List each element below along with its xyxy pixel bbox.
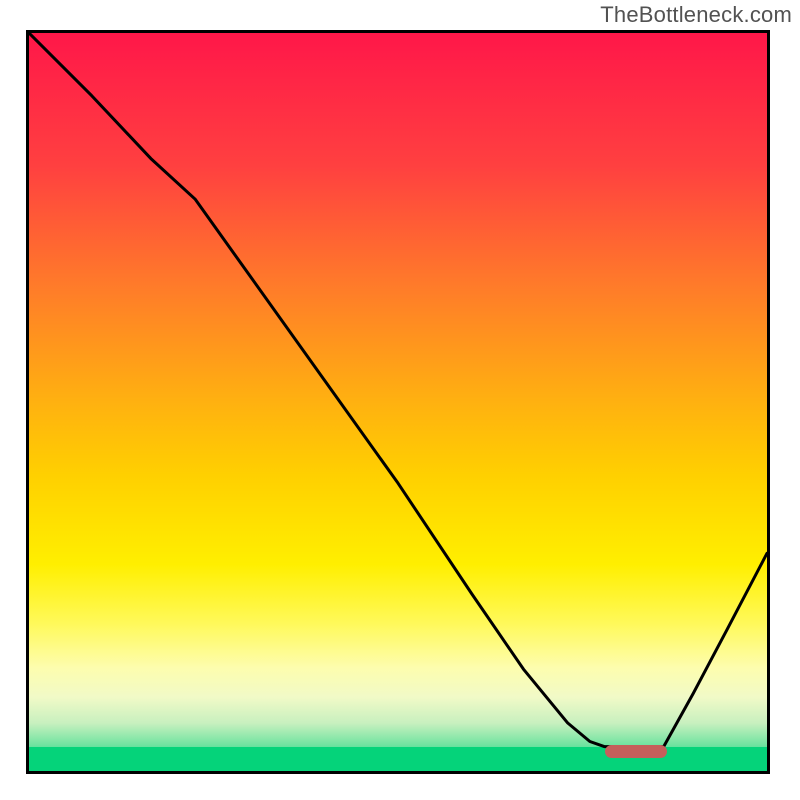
watermark-text: TheBottleneck.com: [600, 2, 792, 28]
chart-stage: TheBottleneck.com: [0, 0, 800, 800]
plot-frame: [26, 30, 770, 774]
